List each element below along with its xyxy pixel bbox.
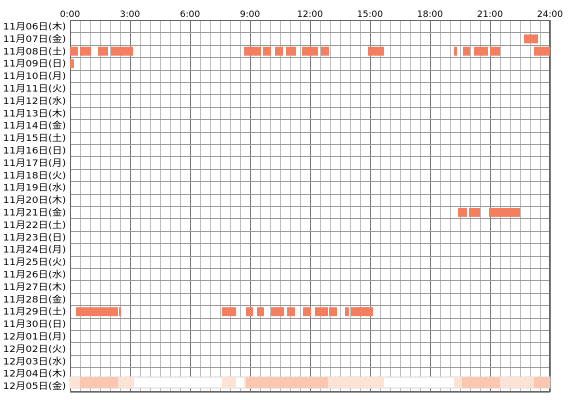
summary-segment [462, 377, 500, 388]
row-label: 11月13日(木) [3, 107, 66, 119]
activity-bar [263, 46, 271, 56]
x-tick-label: 6:00 [180, 10, 200, 20]
activity-bar [244, 46, 261, 56]
activity-bar [302, 46, 318, 56]
activity-bar [534, 46, 550, 56]
row-label: 11月30日(日) [3, 319, 66, 330]
activity-bar [368, 46, 384, 56]
row-labels: 11月06日(木)11月07日(金)11月08日(土)11月09日(日)11月1… [3, 21, 66, 393]
row-label: 11月08日(土) [3, 45, 66, 57]
row-label: 11月23日(日) [3, 232, 66, 243]
activity-bar [469, 208, 480, 217]
x-tick-label: 9:00 [240, 10, 260, 20]
activity-bar [119, 307, 121, 317]
summary-strip [69, 376, 551, 389]
activity-bar [345, 307, 349, 317]
row-label: 11月15日(土) [3, 132, 66, 144]
row-label: 11月16日(日) [3, 146, 66, 157]
activity-bar [246, 307, 253, 317]
activity-bar [287, 307, 295, 317]
row-label: 12月02日(火) [3, 344, 66, 355]
row-label: 11月17日(月) [3, 158, 66, 169]
x-tick-label: 0:00 [60, 10, 80, 20]
row-label: 11月10日(月) [3, 71, 66, 82]
activity-bar [321, 46, 329, 56]
summary-segment [454, 377, 550, 388]
grid [70, 20, 551, 393]
row-label: 11月27日(木) [3, 281, 66, 293]
row-label: 11月06日(木) [3, 21, 66, 33]
row-label: 11月12日(水) [3, 95, 66, 107]
summary-segment [534, 377, 550, 388]
activity-bar [111, 46, 133, 56]
row-label: 11月24日(月) [3, 245, 66, 256]
activity-bars [70, 34, 550, 317]
summary-segment [222, 377, 236, 388]
x-tick-label: 3:00 [120, 10, 140, 20]
activity-bar [489, 208, 520, 217]
activity-bar [76, 307, 118, 317]
activity-bar [271, 307, 284, 317]
x-tick-label: 12:00 [297, 10, 323, 20]
row-label: 11月29日(土) [3, 306, 66, 318]
activity-bar [257, 307, 264, 317]
activity-bar [454, 46, 457, 56]
activity-bar [275, 46, 283, 56]
row-label: 12月01日(月) [3, 332, 66, 343]
row-label: 11月07日(金) [3, 33, 66, 45]
row-label: 11月22日(土) [3, 219, 66, 231]
activity-bar [329, 307, 337, 317]
activity-bar [98, 46, 108, 56]
x-tick-label: 21:00 [477, 10, 503, 20]
row-label: 12月04日(木) [3, 368, 66, 380]
activity-bar [315, 307, 328, 317]
row-label: 11月25日(火) [3, 257, 66, 268]
x-tick-label: 24:00 [537, 10, 563, 20]
activity-bar [524, 34, 538, 44]
row-label: 12月05日(金) [3, 380, 66, 392]
activity-bar [458, 208, 467, 217]
summary-segment [80, 377, 118, 388]
row-label: 11月19日(水) [3, 182, 66, 194]
row-label: 11月21日(金) [3, 207, 66, 219]
row-label: 11月18日(火) [3, 170, 66, 181]
activity-bar [356, 307, 373, 317]
activity-bar [303, 307, 311, 317]
row-label: 11月09日(日) [3, 59, 66, 70]
row-label: 11月14日(金) [3, 120, 66, 132]
activity-bar [490, 46, 500, 56]
x-axis-ticks: 0:00 3:00 6:00 9:00 12:00 15:00 18:00 21:00 24:0… [60, 10, 563, 20]
summary-segment [246, 377, 328, 388]
x-tick-label: 15:00 [357, 10, 383, 20]
activity-bar [70, 59, 74, 69]
activity-bar [222, 307, 236, 317]
row-label: 11月20日(木) [3, 194, 66, 206]
activity-bar [286, 46, 296, 56]
plot-frame [70, 20, 550, 392]
activity-bar [70, 46, 78, 56]
row-label: 12月03日(水) [3, 355, 66, 367]
x-tick-label: 18:00 [417, 10, 443, 20]
activity-bar [463, 46, 470, 56]
row-label: 11月11日(火) [3, 84, 66, 95]
row-label: 11月26日(水) [3, 269, 66, 281]
activity-bar [80, 46, 91, 56]
row-label: 11月28日(金) [3, 293, 66, 305]
activity-bar [474, 46, 488, 56]
